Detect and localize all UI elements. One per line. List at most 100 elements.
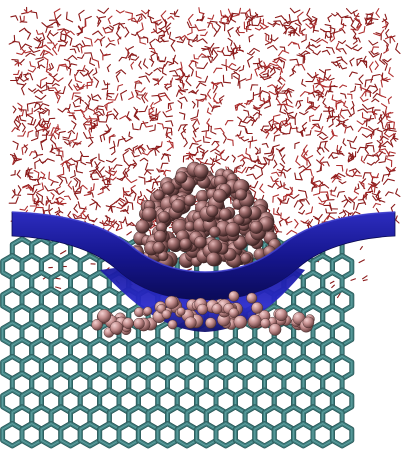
solvent-molecule	[139, 36, 147, 45]
solvent-molecule	[336, 292, 341, 299]
solvent-molecule	[12, 105, 17, 114]
solvent-molecule	[357, 108, 368, 114]
solvent-molecule	[312, 123, 321, 130]
solvent-molecule	[388, 67, 394, 78]
solvent-molecule	[74, 97, 85, 102]
solvent-molecule	[109, 140, 116, 150]
solvent-molecule	[20, 82, 27, 96]
solvent-molecule	[366, 18, 372, 26]
solvent-molecule	[108, 176, 117, 181]
solvent-molecule	[265, 93, 272, 103]
solvent-molecule	[84, 36, 93, 47]
solvent-molecule	[267, 149, 274, 157]
solvent-molecule	[347, 152, 355, 163]
cluster-atom	[205, 317, 217, 329]
solvent-molecule	[292, 43, 301, 50]
solvent-molecule	[150, 25, 157, 34]
solvent-molecule	[383, 39, 389, 52]
solvent-molecule	[48, 171, 56, 183]
solvent-molecule	[273, 208, 280, 216]
solvent-molecule	[108, 170, 118, 177]
solvent-molecule	[381, 72, 389, 83]
solvent-molecule	[212, 48, 219, 61]
cluster-atom	[143, 306, 153, 316]
solvent-molecule	[260, 125, 270, 132]
solvent-molecule	[343, 100, 349, 109]
solvent-molecule	[317, 196, 329, 203]
solvent-molecule	[195, 95, 208, 102]
solvent-molecule	[63, 195, 72, 201]
solvent-molecule	[118, 202, 127, 208]
solvent-molecule	[39, 49, 50, 56]
solvent-molecule	[331, 94, 337, 102]
solvent-molecule	[307, 18, 317, 23]
solvent-molecule	[34, 94, 47, 101]
solvent-molecule	[29, 61, 36, 68]
solvent-molecule	[319, 156, 325, 166]
solvent-molecule	[87, 136, 94, 148]
solvent-molecule	[228, 62, 237, 68]
solvent-molecule	[383, 58, 392, 63]
solvent-molecule	[302, 150, 309, 162]
solvent-molecule	[295, 100, 304, 107]
solvent-molecule	[388, 123, 397, 132]
solvent-molecule	[26, 107, 33, 116]
solvent-molecule	[119, 115, 131, 122]
solvent-molecule	[307, 96, 314, 105]
solvent-molecule	[32, 151, 38, 160]
solvent-molecule	[108, 133, 115, 144]
solvent-molecule	[205, 157, 215, 166]
solvent-molecule	[265, 34, 272, 44]
solvent-molecule	[158, 27, 171, 33]
solvent-molecule	[149, 220, 156, 230]
solvent-molecule	[325, 46, 335, 54]
solvent-molecule	[101, 179, 109, 190]
solvent-molecule	[299, 90, 312, 97]
solvent-molecule	[60, 160, 72, 166]
solvent-molecule	[42, 122, 49, 132]
solvent-molecule	[348, 168, 361, 174]
solvent-molecule	[211, 47, 220, 55]
solvent-molecule	[175, 78, 184, 88]
solvent-molecule	[311, 89, 324, 95]
solvent-molecule	[252, 111, 263, 117]
solvent-molecule	[84, 52, 94, 60]
solvent-molecule	[98, 114, 109, 123]
solvent-molecule	[281, 118, 288, 126]
solvent-molecule	[185, 74, 192, 87]
solvent-molecule	[378, 155, 387, 164]
solvent-molecule	[168, 58, 175, 66]
solvent-molecule	[78, 184, 88, 190]
solvent-molecule	[357, 194, 365, 201]
solvent-molecule	[127, 17, 139, 24]
solvent-molecule	[230, 12, 240, 20]
solvent-molecule	[55, 186, 62, 195]
solvent-molecule	[38, 110, 45, 120]
solvent-molecule	[159, 30, 166, 39]
solvent-molecule	[239, 78, 247, 89]
solvent-molecule	[287, 194, 300, 200]
solvent-molecule	[153, 67, 162, 73]
solvent-molecule	[200, 159, 208, 165]
solvent-molecule	[94, 38, 103, 43]
solvent-molecule	[299, 27, 305, 36]
cluster-atom	[166, 237, 181, 251]
solvent-molecule	[207, 55, 214, 63]
solvent-molecule	[170, 39, 176, 52]
solvent-molecule	[57, 33, 68, 42]
solvent-molecule	[47, 85, 55, 92]
solvent-molecule	[298, 189, 308, 199]
solvent-molecule	[272, 144, 280, 154]
solvent-molecule	[90, 172, 98, 178]
solvent-molecule	[284, 218, 293, 224]
solvent-molecule	[73, 213, 82, 218]
solvent-molecule	[92, 161, 99, 173]
solvent-molecule	[227, 138, 234, 147]
solvent-molecule	[356, 60, 368, 67]
solvent-molecule	[248, 34, 254, 43]
solvent-molecule	[296, 54, 304, 64]
solvent-molecule	[151, 113, 159, 122]
solvent-molecule	[305, 105, 318, 112]
solvent-molecule	[364, 144, 370, 155]
solvent-molecule	[267, 84, 277, 89]
